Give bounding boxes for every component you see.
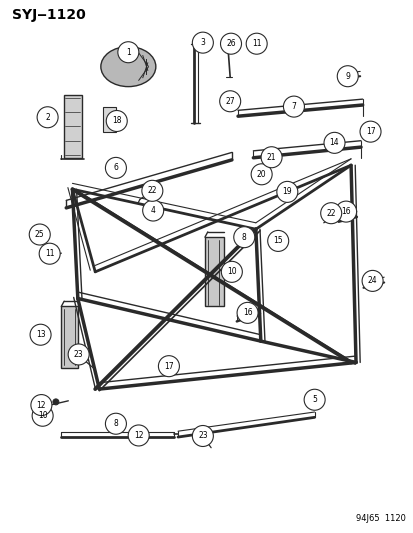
Circle shape — [323, 132, 344, 154]
Text: SYJ‒1120: SYJ‒1120 — [12, 8, 85, 22]
Text: 11: 11 — [252, 39, 261, 48]
Text: 21: 21 — [266, 153, 275, 161]
Text: 11: 11 — [45, 249, 54, 258]
Circle shape — [192, 425, 213, 447]
Circle shape — [276, 181, 297, 203]
Text: 10: 10 — [38, 411, 47, 420]
Circle shape — [361, 270, 382, 292]
Bar — [64, 95, 81, 158]
Text: 10: 10 — [226, 268, 236, 276]
Circle shape — [233, 227, 254, 248]
Circle shape — [142, 180, 162, 201]
Circle shape — [29, 224, 50, 245]
Circle shape — [39, 243, 60, 264]
Text: 12: 12 — [134, 431, 143, 440]
Text: 13: 13 — [36, 330, 45, 339]
Circle shape — [335, 201, 356, 222]
Text: 17: 17 — [365, 127, 375, 136]
Circle shape — [337, 66, 357, 87]
Circle shape — [221, 261, 242, 282]
Text: 6: 6 — [113, 164, 118, 172]
Text: 14: 14 — [329, 139, 339, 147]
Text: 3: 3 — [200, 38, 205, 47]
Text: 16: 16 — [340, 207, 350, 216]
Circle shape — [105, 157, 126, 179]
Circle shape — [53, 399, 59, 405]
Circle shape — [320, 203, 341, 224]
Bar — [61, 306, 78, 368]
Text: 16: 16 — [242, 309, 252, 317]
Circle shape — [118, 42, 138, 63]
Text: 22: 22 — [326, 209, 335, 217]
Circle shape — [267, 230, 288, 252]
Circle shape — [128, 425, 149, 446]
Text: 25: 25 — [35, 230, 45, 239]
Text: 5: 5 — [311, 395, 316, 404]
Circle shape — [251, 164, 271, 185]
Circle shape — [68, 344, 89, 365]
Text: 94J65  1120: 94J65 1120 — [355, 514, 405, 523]
Bar — [103, 107, 116, 132]
Circle shape — [283, 96, 304, 117]
Text: 17: 17 — [164, 362, 173, 370]
Circle shape — [219, 91, 240, 112]
Text: 2: 2 — [45, 113, 50, 122]
Circle shape — [31, 394, 52, 416]
Circle shape — [32, 405, 53, 426]
Text: 24: 24 — [367, 277, 377, 285]
Text: 26: 26 — [225, 39, 235, 48]
Circle shape — [246, 33, 266, 54]
Text: 23: 23 — [197, 432, 207, 440]
Text: 15: 15 — [273, 237, 282, 245]
Circle shape — [237, 302, 257, 324]
Circle shape — [142, 200, 163, 221]
Circle shape — [37, 107, 58, 128]
Bar — [204, 237, 223, 306]
Text: 12: 12 — [37, 401, 46, 409]
Text: 19: 19 — [282, 188, 292, 196]
Text: 4: 4 — [150, 206, 155, 215]
Text: 22: 22 — [147, 187, 157, 195]
Text: 9: 9 — [344, 72, 349, 80]
Text: 8: 8 — [241, 233, 246, 241]
Text: 1: 1 — [126, 48, 131, 56]
Circle shape — [105, 413, 126, 434]
Circle shape — [359, 121, 380, 142]
Text: 27: 27 — [225, 97, 235, 106]
Circle shape — [30, 324, 51, 345]
Circle shape — [158, 356, 179, 377]
Text: 20: 20 — [256, 170, 266, 179]
Ellipse shape — [101, 46, 155, 87]
Circle shape — [220, 33, 241, 54]
Circle shape — [192, 32, 213, 53]
Text: 23: 23 — [74, 350, 83, 359]
Text: 8: 8 — [113, 419, 118, 428]
Text: 18: 18 — [112, 117, 121, 125]
Text: 7: 7 — [291, 102, 296, 111]
Circle shape — [261, 147, 281, 168]
Circle shape — [304, 389, 324, 410]
Circle shape — [106, 110, 127, 132]
